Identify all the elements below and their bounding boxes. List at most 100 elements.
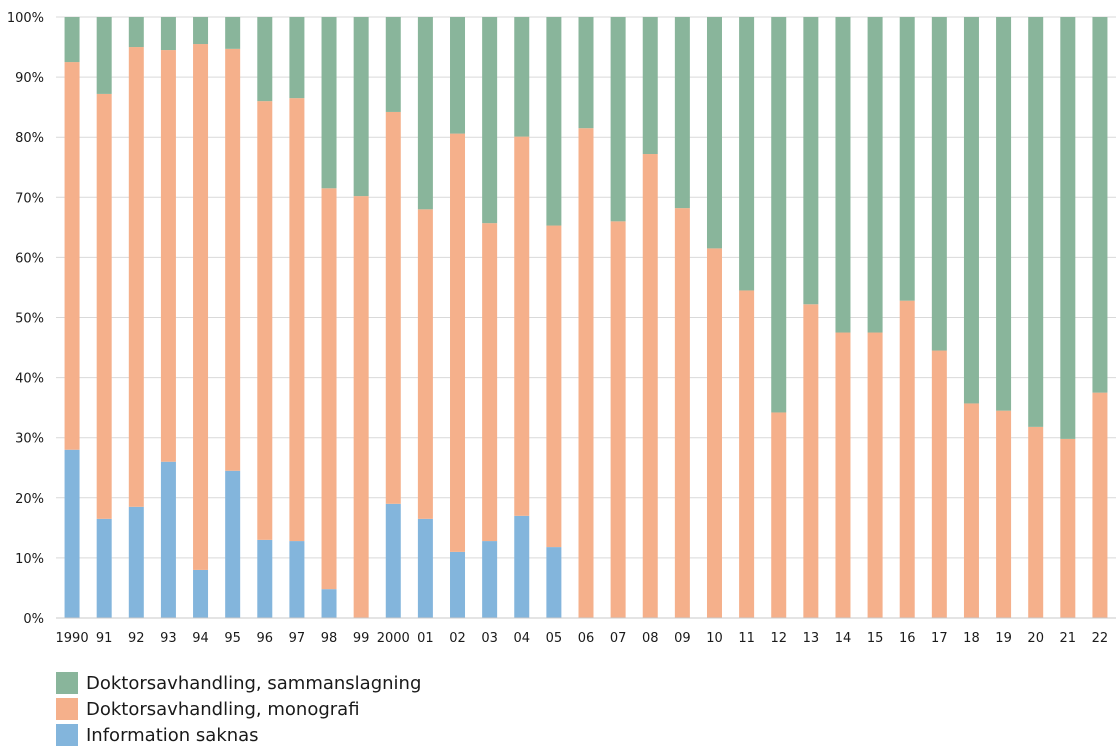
bar-segment: [546, 17, 562, 226]
bar-segment: [289, 541, 305, 618]
bar-segment: [96, 518, 112, 618]
bar-segment: [450, 133, 466, 552]
bar-segment: [835, 332, 851, 618]
bar-segment: [225, 17, 241, 49]
bar-segment: [514, 136, 530, 516]
legend-label: Information saknas: [86, 724, 259, 746]
x-tick-label: 08: [642, 631, 659, 646]
bar-segment: [321, 589, 337, 618]
bar-segment: [64, 62, 80, 450]
x-tick-label: 04: [513, 631, 530, 646]
bar-segment: [193, 44, 209, 570]
bar-segment: [996, 17, 1012, 411]
bar-segment: [899, 17, 915, 301]
legend-item-monografi: Doktorsavhandling, monografi: [56, 696, 421, 722]
bar-segment: [450, 17, 466, 134]
bar-segment: [867, 332, 883, 618]
bar-segment: [1092, 392, 1108, 618]
bar-segment: [160, 461, 176, 618]
bar-segment: [706, 17, 722, 249]
legend-swatch: [56, 724, 78, 746]
bar-segment: [642, 154, 658, 618]
y-tick-label: 0%: [23, 612, 44, 627]
bar-segment: [899, 300, 915, 618]
bar-segment: [1092, 17, 1108, 393]
legend-item-sammanslagning: Doktorsavhandling, sammanslagning: [56, 670, 421, 696]
y-tick-label: 90%: [15, 71, 44, 86]
bar-segment: [963, 17, 979, 404]
x-tick-label: 05: [546, 631, 563, 646]
bar-segment: [96, 93, 112, 519]
bar-segment: [546, 547, 562, 618]
bar-segment: [771, 17, 787, 413]
x-tick-label: 16: [899, 631, 916, 646]
y-tick-labels: 0% 10% 20% 30% 40% 50% 60% 70% 80% 90% 100%: [7, 11, 44, 627]
bar-segment: [128, 47, 144, 507]
x-tick-labels: 1990 91 92 93 94 95 96 97 98 99 2000 01 02 03 04 05 06 07…: [56, 631, 1109, 646]
legend-swatch: [56, 672, 78, 694]
bar-segment: [1028, 17, 1044, 427]
bar-segment: [546, 225, 562, 548]
bar-segment: [996, 410, 1012, 618]
bar-segment: [674, 17, 690, 209]
x-tick-label: 07: [610, 631, 627, 646]
legend: Doktorsavhandling, sammanslagning Doktor…: [56, 670, 421, 748]
bar-segment: [610, 221, 626, 618]
x-tick-label: 1990: [56, 631, 89, 646]
y-tick-label: 50%: [15, 312, 44, 327]
bar-segment: [289, 98, 305, 542]
legend-label: Doktorsavhandling, monografi: [86, 698, 360, 720]
bar-segment: [225, 470, 241, 618]
x-tick-label: 13: [803, 631, 820, 646]
bar-segment: [578, 128, 594, 618]
x-tick-label: 06: [578, 631, 595, 646]
y-tick-label: 20%: [15, 492, 44, 507]
bar-segment: [160, 17, 176, 51]
x-tick-label: 2000: [377, 631, 410, 646]
bar-segment: [193, 17, 209, 45]
bar-segment: [353, 196, 369, 618]
bar-segment: [257, 539, 273, 618]
x-tick-label: 03: [481, 631, 498, 646]
bar-segment: [931, 17, 947, 351]
x-tick-label: 97: [289, 631, 306, 646]
x-tick-label: 92: [128, 631, 145, 646]
bar-segment: [739, 290, 755, 618]
bar-segment: [482, 223, 498, 542]
bar-segment: [739, 17, 755, 291]
x-tick-label: 91: [96, 631, 113, 646]
bar-segment: [128, 17, 144, 48]
y-tick-label: 10%: [15, 552, 44, 567]
legend-item-information-saknas: Information saknas: [56, 722, 421, 748]
bar-segment: [321, 188, 337, 590]
bar-segment: [225, 48, 241, 471]
bar-segment: [257, 17, 273, 102]
y-tick-label: 30%: [15, 432, 44, 447]
x-tick-label: 96: [257, 631, 274, 646]
bar-segment: [578, 17, 594, 129]
bar-segment: [674, 208, 690, 619]
bar-segment: [289, 17, 305, 99]
x-tick-label: 09: [674, 631, 691, 646]
bar-segment: [128, 506, 144, 618]
bar-segment: [1060, 438, 1076, 618]
x-tick-label: 22: [1092, 631, 1109, 646]
bar-segment: [835, 17, 851, 333]
y-tick-label: 40%: [15, 372, 44, 387]
y-tick-label: 100%: [7, 11, 44, 26]
legend-swatch: [56, 698, 78, 720]
x-tick-label: 20: [1027, 631, 1044, 646]
legend-label: Doktorsavhandling, sammanslagning: [86, 672, 422, 694]
bar-segment: [417, 17, 433, 210]
bar-segment: [931, 350, 947, 618]
bar-segment: [1028, 426, 1044, 618]
bar-segment: [64, 449, 80, 618]
bar-segment: [385, 17, 401, 112]
bar-segment: [96, 17, 112, 94]
y-tick-label: 70%: [15, 191, 44, 206]
bar-segment: [160, 50, 176, 462]
x-tick-label: 17: [931, 631, 948, 646]
bar-segment: [193, 569, 209, 618]
x-tick-label: 02: [449, 631, 466, 646]
bars: [64, 17, 1108, 619]
